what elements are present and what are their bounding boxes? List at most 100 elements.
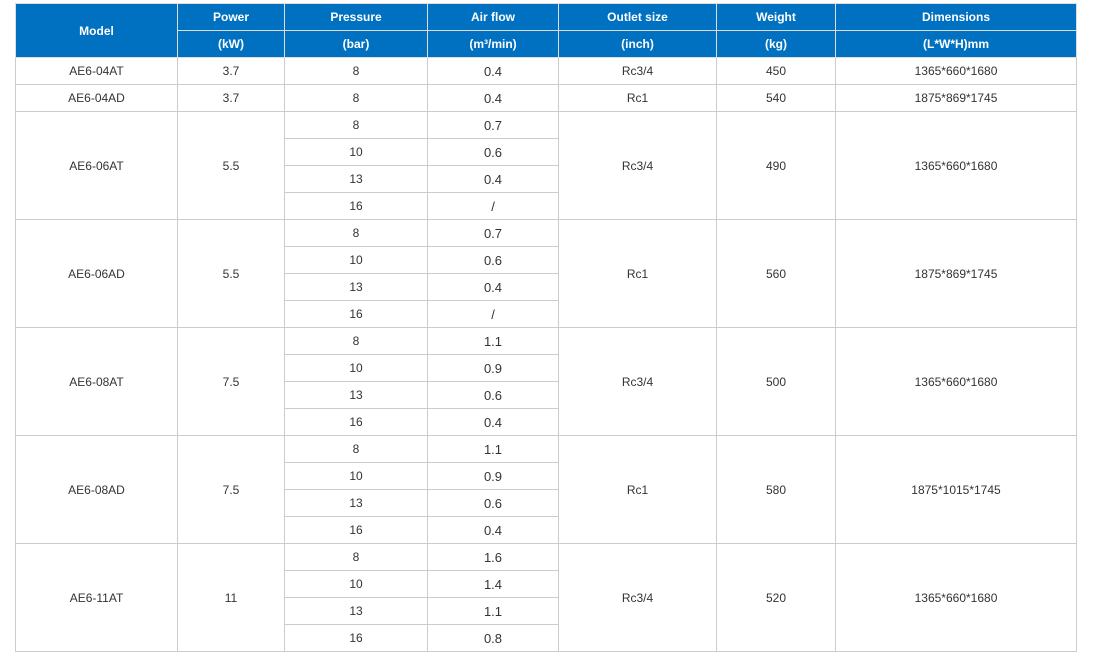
table-row: 16 0.4 bbox=[16, 408, 1077, 436]
header-label: Air flow bbox=[427, 3, 559, 31]
spec-table: Model Power Pressure Air flow Outlet size Wei… bbox=[15, 3, 1077, 652]
table-row: 13 1.1 bbox=[16, 597, 1077, 625]
table-row: 16/ bbox=[16, 192, 1077, 220]
dimensions-cell: 1875*869*1745 bbox=[835, 84, 1077, 112]
outlet-cell: Rc1 bbox=[558, 435, 717, 544]
outlet-cell: Rc3/4 bbox=[558, 57, 717, 85]
model-cell: AE6-04AD bbox=[15, 84, 178, 112]
outlet-cell: Rc3/4 bbox=[558, 543, 717, 652]
model-cell: AE6-06AT bbox=[15, 111, 178, 220]
pressure-cell: 13 bbox=[284, 381, 428, 409]
airflow-cell: 0.9 bbox=[427, 462, 559, 490]
model-cell: AE6-08AD bbox=[15, 435, 178, 544]
pressure-cell: 8 bbox=[284, 57, 428, 85]
dimensions-cell: 1875*1015*1745 bbox=[835, 435, 1077, 544]
pressure-cell: 8 bbox=[284, 219, 428, 247]
pressure-cell: 16 bbox=[284, 624, 428, 652]
power-cell: 5.5 bbox=[177, 219, 285, 328]
pressure-cell: 16 bbox=[284, 300, 428, 328]
outlet-cell: Rc1 bbox=[558, 84, 717, 112]
table-row: 10 0.9 bbox=[16, 462, 1077, 490]
table-row: 10 0.6 bbox=[16, 246, 1077, 274]
dimensions-cell: 1875*869*1745 bbox=[835, 219, 1077, 328]
header-label: Outlet size bbox=[558, 3, 717, 31]
power-cell: 3.7 bbox=[177, 57, 285, 85]
pressure-cell: 10 bbox=[284, 246, 428, 274]
table-row: AE6-08AD 7.5 8 1.1 Rc1 580 1875*1015*1745 bbox=[15, 435, 1077, 544]
airflow-cell: 0.6 bbox=[427, 489, 559, 517]
power-cell: 11 bbox=[177, 543, 285, 652]
model-cell: AE6-06AD bbox=[15, 219, 178, 328]
pressure-cell: 8 bbox=[284, 84, 428, 112]
power-cell: 7.5 bbox=[177, 435, 285, 544]
airflow-cell: 0.6 bbox=[427, 381, 559, 409]
header-label: Power bbox=[177, 3, 285, 31]
airflow-cell: 0.6 bbox=[427, 246, 559, 274]
table-row: 16 0.4 bbox=[16, 516, 1077, 544]
header-label: Dimensions bbox=[835, 3, 1077, 31]
pressure-cell: 10 bbox=[284, 138, 428, 166]
dimensions-cell: 1365*660*1680 bbox=[835, 111, 1077, 220]
weight-cell: 580 bbox=[716, 435, 836, 544]
header-row-units: (kW) (bar) (m³/min) (inch) (kg) (L*W*H)mm bbox=[16, 30, 1077, 58]
airflow-cell: 0.8 bbox=[427, 624, 559, 652]
airflow-cell: / bbox=[427, 192, 559, 220]
pressure-cell: 16 bbox=[284, 516, 428, 544]
pressure-cell: 13 bbox=[284, 165, 428, 193]
table-row: 16 0.8 bbox=[16, 624, 1077, 652]
table-row: 10 0.6 bbox=[16, 138, 1077, 166]
weight-cell: 540 bbox=[716, 84, 836, 112]
pressure-cell: 8 bbox=[284, 435, 428, 463]
table-row: 10 1.4 bbox=[16, 570, 1077, 598]
dimensions-cell: 1365*660*1680 bbox=[835, 543, 1077, 652]
outlet-cell: Rc3/4 bbox=[558, 111, 717, 220]
airflow-cell: 1.1 bbox=[427, 597, 559, 625]
pressure-cell: 10 bbox=[284, 354, 428, 382]
airflow-cell: 0.4 bbox=[427, 408, 559, 436]
header-unit: (bar) bbox=[284, 30, 428, 58]
table-row: AE6-06AD 5.5 8 0.7 Rc1 560 1875*869*1745 bbox=[15, 219, 1077, 328]
airflow-cell: 0.4 bbox=[427, 165, 559, 193]
airflow-cell: / bbox=[427, 300, 559, 328]
header-unit: (L*W*H)mm bbox=[835, 30, 1077, 58]
model-cell: AE6-08AT bbox=[15, 327, 178, 436]
pressure-cell: 8 bbox=[284, 543, 428, 571]
airflow-cell: 0.4 bbox=[427, 273, 559, 301]
model-cell: AE6-11AT bbox=[15, 543, 178, 652]
airflow-cell: 0.9 bbox=[427, 354, 559, 382]
header-label: Weight bbox=[716, 3, 836, 31]
header-label: Pressure bbox=[284, 3, 428, 31]
header-row-labels: Model Power Pressure Air flow Outlet size Wei… bbox=[15, 3, 1077, 58]
pressure-cell: 8 bbox=[284, 111, 428, 139]
weight-cell: 520 bbox=[716, 543, 836, 652]
header-model: Model bbox=[15, 3, 178, 58]
table-row: 13 0.4 bbox=[16, 165, 1077, 193]
header-unit: (kW) bbox=[177, 30, 285, 58]
airflow-cell: 0.4 bbox=[427, 84, 559, 112]
airflow-cell: 0.4 bbox=[427, 57, 559, 85]
pressure-cell: 13 bbox=[284, 489, 428, 517]
pressure-cell: 13 bbox=[284, 597, 428, 625]
header-unit: (inch) bbox=[558, 30, 717, 58]
airflow-cell: 1.1 bbox=[427, 327, 559, 355]
pressure-cell: 10 bbox=[284, 462, 428, 490]
airflow-cell: 0.4 bbox=[427, 516, 559, 544]
pressure-cell: 16 bbox=[284, 408, 428, 436]
table-row: AE6-08AT 7.5 8 1.1 Rc3/4 500 1365*660*1680 bbox=[15, 327, 1077, 436]
power-cell: 3.7 bbox=[177, 84, 285, 112]
table-row: AE6-04AD 3.7 8 0.4 Rc1 540 1875*869*1745 bbox=[15, 84, 1077, 112]
dimensions-cell: 1365*660*1680 bbox=[835, 327, 1077, 436]
header-unit: (m³/min) bbox=[427, 30, 559, 58]
table-row: 13 0.4 bbox=[16, 273, 1077, 301]
airflow-cell: 1.1 bbox=[427, 435, 559, 463]
pressure-cell: 10 bbox=[284, 570, 428, 598]
power-cell: 7.5 bbox=[177, 327, 285, 436]
weight-cell: 450 bbox=[716, 57, 836, 85]
airflow-cell: 1.4 bbox=[427, 570, 559, 598]
outlet-cell: Rc1 bbox=[558, 219, 717, 328]
airflow-cell: 0.7 bbox=[427, 219, 559, 247]
outlet-cell: Rc3/4 bbox=[558, 327, 717, 436]
dimensions-cell: 1365*660*1680 bbox=[835, 57, 1077, 85]
power-cell: 5.5 bbox=[177, 111, 285, 220]
airflow-cell: 0.7 bbox=[427, 111, 559, 139]
